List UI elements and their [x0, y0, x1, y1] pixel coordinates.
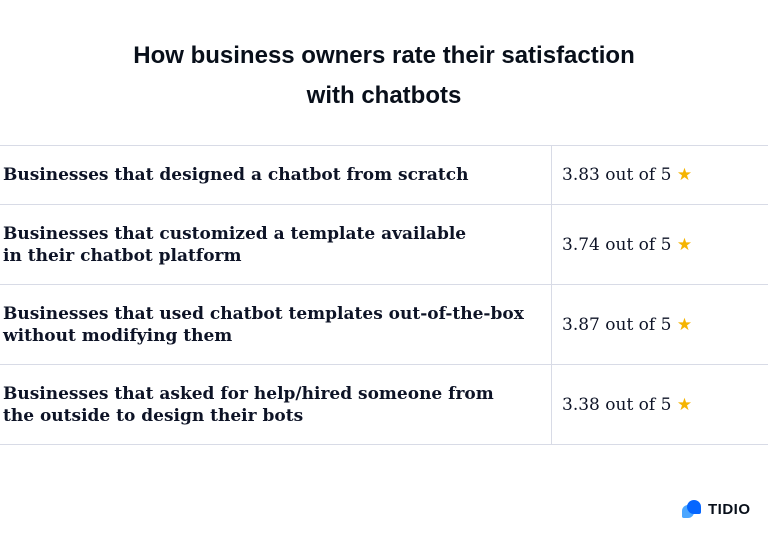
- tidio-logo: TIDIO: [682, 499, 751, 519]
- brand-name: TIDIO: [708, 500, 751, 518]
- star-icon: ★: [676, 314, 693, 335]
- row-rating: 3.74 out of 5 ★: [551, 204, 768, 285]
- row-label: Businesses that designed a chatbot from …: [0, 145, 552, 205]
- table-row: Businesses that customized a template av…: [0, 204, 768, 285]
- row-rating: 3.83 out of 5 ★: [551, 145, 768, 205]
- page-title: How business owners rate their satisfact…: [0, 36, 768, 116]
- ratings-table: Businesses that designed a chatbot from …: [0, 145, 768, 445]
- table-row: Businesses that used chatbot templates o…: [0, 284, 768, 365]
- title-line-2: with chatbots: [306, 82, 462, 109]
- star-icon: ★: [676, 165, 693, 185]
- table-row: Businesses that designed a chatbot from …: [0, 145, 768, 205]
- table-row: Businesses that asked for help/hired som…: [0, 364, 768, 445]
- row-label: Businesses that asked for help/hired som…: [0, 364, 552, 445]
- row-label: Businesses that customized a template av…: [0, 204, 552, 285]
- title-line-1: How business owners rate their satisfact…: [133, 42, 635, 69]
- row-label: Businesses that used chatbot templates o…: [0, 284, 552, 365]
- row-rating: 3.38 out of 5 ★: [551, 364, 768, 445]
- star-icon: ★: [676, 394, 693, 415]
- star-icon: ★: [676, 234, 693, 255]
- tidio-logo-icon: [682, 499, 702, 519]
- row-rating: 3.87 out of 5 ★: [551, 284, 768, 365]
